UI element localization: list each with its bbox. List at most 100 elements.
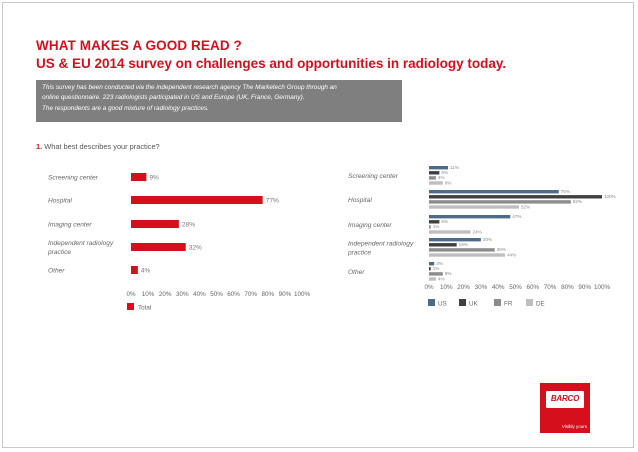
logo-wordmark-box: BARCO (546, 391, 584, 408)
country-axis-tick-label: 10% (440, 284, 453, 291)
intro-line-2: online questionnaire. 223 radiologists p… (42, 94, 305, 102)
total-bar-value-label: 9% (149, 175, 159, 182)
country-bar-value-label: 8% (445, 180, 452, 185)
barco-logo: BARCO Visibly yours (540, 383, 590, 433)
country-axis-tick-label: 100% (594, 284, 611, 291)
page-subtitle: US & EU 2014 survey on challenges and op… (36, 56, 507, 71)
country-bar-value-label: 6% (441, 219, 448, 224)
total-bar (131, 220, 179, 228)
total-bar (131, 266, 138, 274)
country-bar-fr (429, 248, 495, 252)
country-bar-value-label: 38% (497, 247, 506, 252)
country-axis-tick-label: 80% (561, 284, 574, 291)
question-number: 1. (36, 142, 43, 151)
total-bar (131, 196, 263, 204)
logo-tagline: Visibly yours (561, 424, 587, 429)
intro-line-3: The respondents are a good mixture of ra… (42, 104, 209, 112)
country-bar-value-label: 16% (459, 242, 468, 247)
country-bar-value-label: 6% (441, 170, 448, 175)
country-category-label: Screening center (348, 173, 399, 180)
country-bar-value-label: 100% (604, 194, 616, 199)
country-category-label: Independent radiology (348, 240, 414, 247)
country-bar-value-label: 30% (483, 237, 492, 242)
total-axis-tick-label: 90% (279, 291, 292, 298)
country-category-label: Hospital (348, 197, 372, 204)
country-bar-de (429, 230, 471, 234)
country-axis-tick-label: 60% (526, 284, 539, 291)
total-axis-tick-label: 40% (193, 291, 206, 298)
country-bar-uk (429, 171, 440, 175)
country-bar-de (429, 181, 443, 185)
country-bar-value-label: 52% (521, 204, 530, 209)
country-bar-uk (429, 243, 457, 247)
total-category-label: Screening center (48, 175, 99, 182)
total-bar-value-label: 28% (182, 222, 195, 229)
country-bar-value-label: 47% (512, 214, 521, 219)
country-bar-value-label: 4% (438, 175, 445, 180)
country-bar-value-label: 24% (473, 229, 482, 234)
country-legend-swatch-de (526, 299, 533, 306)
country-bar-de (429, 277, 436, 281)
total-category-label: Other (48, 268, 65, 275)
page-frame (2, 2, 634, 448)
country-category-label: Other (348, 269, 365, 276)
country-bar-value-label: 4% (438, 276, 445, 281)
total-axis-tick-label: 20% (159, 291, 172, 298)
total-category-label: Hospital (48, 198, 72, 205)
country-bar-de (429, 253, 506, 257)
country-axis-tick-label: 30% (475, 284, 488, 291)
country-legend-swatch-fr (494, 299, 501, 306)
total-bar-value-label: 77% (266, 198, 279, 205)
country-bar-value-label: 11% (450, 165, 459, 170)
total-axis-tick-label: 100% (294, 291, 311, 298)
country-bar-us (429, 262, 435, 266)
total-bar-value-label: 4% (141, 268, 151, 275)
country-legend-label: US (438, 301, 447, 308)
total-axis-tick-label: 70% (244, 291, 257, 298)
country-bar-value-label: 3% (436, 261, 443, 266)
country-bar-uk (429, 195, 602, 199)
total-bar (131, 243, 186, 251)
country-bar-us (429, 215, 511, 219)
country-bar-value-label: 75% (561, 189, 570, 194)
country-legend-label: DE (536, 301, 545, 308)
country-bar-fr (429, 176, 436, 180)
question-text: What best describes your practice? (44, 142, 160, 151)
total-axis-tick-label: 80% (261, 291, 274, 298)
country-legend-swatch-us (428, 299, 435, 306)
country-axis-tick-label: 70% (544, 284, 557, 291)
country-bar-de (429, 205, 519, 209)
total-bar-value-label: 32% (189, 245, 202, 252)
country-category-label: Imaging center (348, 222, 392, 229)
total-bar (131, 173, 147, 181)
logo-wordmark: BARCO (550, 394, 580, 403)
question-heading: 1. What best describes your practice? (36, 142, 160, 151)
page-title: WHAT MAKES A GOOD READ ? (36, 38, 242, 53)
total-axis-tick-label: 60% (227, 291, 240, 298)
total-axis-tick-label: 30% (176, 291, 189, 298)
total-legend-label: Total (138, 305, 151, 312)
total-legend-swatch (127, 303, 134, 310)
country-legend-label: UK (469, 301, 479, 308)
country-bar-us (429, 238, 481, 242)
country-bar-us (429, 190, 559, 194)
country-bar-value-label: 1% (433, 266, 440, 271)
total-category-label: Independent radiology (48, 240, 114, 247)
intro-line-1: This survey has been conducted via the i… (42, 84, 337, 91)
total-axis-tick-label: 10% (142, 291, 155, 298)
total-category-label: Imaging center (48, 222, 92, 229)
country-legend-label: FR (504, 301, 513, 308)
country-bar-value-label: 82% (573, 199, 582, 204)
country-bar-fr (429, 272, 443, 276)
country-bar-value-label: 8% (445, 271, 452, 276)
country-bar-us (429, 166, 449, 170)
country-axis-tick-label: 50% (509, 284, 522, 291)
country-axis-tick-label: 0% (424, 284, 434, 291)
country-axis-tick-label: 90% (578, 284, 591, 291)
country-bar-fr (429, 200, 571, 204)
intro-box: This survey has been conducted via the i… (36, 80, 402, 122)
total-axis-tick-label: 0% (126, 291, 136, 298)
total-category-label: practice (47, 249, 71, 256)
